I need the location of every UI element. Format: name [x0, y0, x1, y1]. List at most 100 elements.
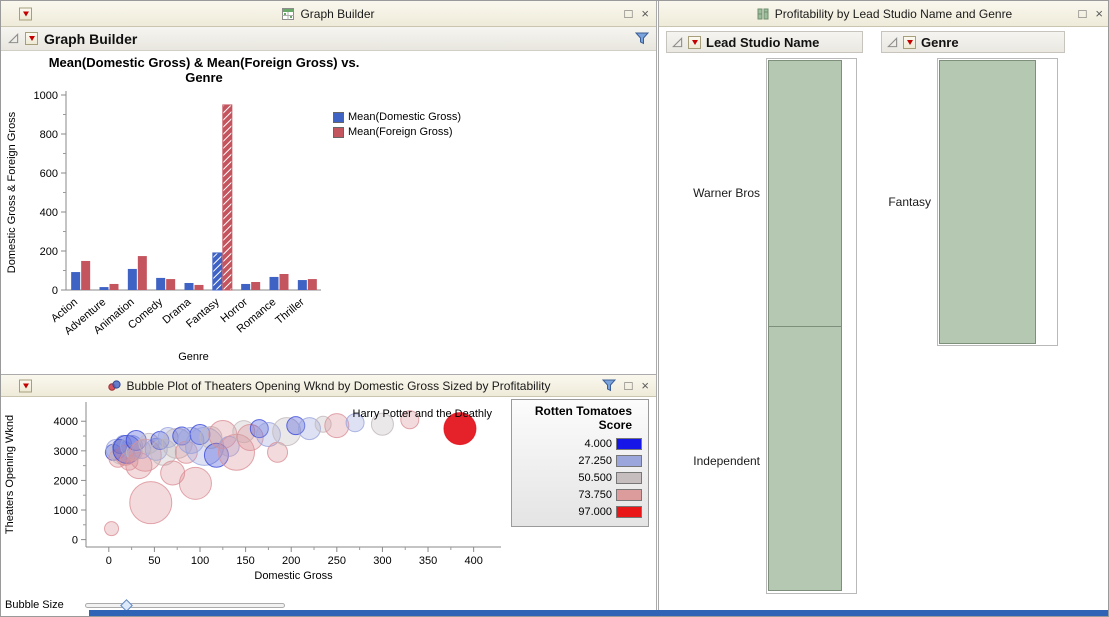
- bubble[interactable]: [178, 466, 212, 500]
- bar-fantasy[interactable]: [212, 252, 223, 291]
- mosaic-segment[interactable]: [768, 60, 842, 328]
- header-lead-studio-name[interactable]: Lead Studio Name: [666, 31, 863, 53]
- window-controls: □ ×: [1079, 1, 1103, 26]
- graph-builder-titlebar[interactable]: Graph Builder □ ×: [1, 1, 656, 27]
- data-filter-funnel-icon[interactable]: [601, 379, 616, 392]
- red-triangle-menu-icon[interactable]: [688, 35, 701, 49]
- bar-drama[interactable]: [184, 282, 194, 290]
- bar-horror[interactable]: [241, 283, 251, 290]
- y-tick-label: 800: [40, 129, 58, 141]
- bubble[interactable]: [255, 422, 281, 448]
- bar-action[interactable]: [81, 260, 91, 290]
- bubble[interactable]: [400, 410, 420, 430]
- x-tick-label: 50: [148, 555, 160, 567]
- close-icon[interactable]: ×: [1095, 6, 1103, 21]
- bar-horror[interactable]: [251, 282, 261, 290]
- legend-value: 27.250: [578, 454, 612, 467]
- bubble[interactable]: [314, 415, 332, 433]
- legend-swatch: [616, 471, 642, 484]
- bar-thriller[interactable]: [307, 279, 317, 290]
- close-icon[interactable]: ×: [641, 378, 649, 393]
- bar-animation[interactable]: [137, 256, 147, 290]
- bar-romance[interactable]: [279, 274, 289, 290]
- header-genre[interactable]: Genre: [881, 31, 1065, 53]
- red-triangle-menu-icon[interactable]: [25, 32, 38, 45]
- legend-rows: 4.000 27.250 50.500 73.750 97.000: [516, 435, 642, 520]
- red-triangle-menu-icon[interactable]: [19, 379, 32, 392]
- bubble[interactable]: [286, 416, 306, 436]
- bar-adventure[interactable]: [109, 283, 119, 290]
- mosaic-chart-icon: [757, 8, 769, 19]
- bar-comedy[interactable]: [156, 277, 166, 290]
- bar-romance[interactable]: [269, 276, 279, 290]
- bubble[interactable]: [370, 412, 394, 436]
- legend-entry[interactable]: 73.750: [516, 486, 642, 503]
- window-controls: □ ×: [601, 375, 649, 396]
- bubble[interactable]: [345, 413, 365, 433]
- bubble[interactable]: [129, 481, 173, 525]
- maximize-icon[interactable]: □: [624, 6, 633, 21]
- bubble[interactable]: [217, 433, 255, 471]
- x-category-label: Thriller: [273, 296, 307, 327]
- y-tick-label: 4000: [54, 416, 78, 428]
- bubble[interactable]: [160, 460, 186, 486]
- bubble[interactable]: [203, 442, 229, 468]
- mosaic-segment[interactable]: [939, 60, 1037, 344]
- bar-fantasy[interactable]: [222, 104, 233, 291]
- legend-swatch: [333, 111, 344, 123]
- titlebar-title-wrap: Profitability by Lead Studio Name and Ge…: [659, 1, 1108, 26]
- bar-adventure[interactable]: [99, 287, 109, 290]
- maximize-icon[interactable]: □: [624, 378, 633, 393]
- legend-swatch: [616, 437, 642, 450]
- bubble[interactable]: [324, 413, 350, 439]
- collapse-triangle-icon[interactable]: [887, 36, 898, 48]
- legend-swatch: [616, 505, 642, 518]
- legend-entry[interactable]: 97.000: [516, 503, 642, 520]
- bar-comedy[interactable]: [166, 279, 176, 290]
- bar-chart-legend: Mean(Domestic Gross) Mean(Foreign Gross): [333, 111, 461, 138]
- x-tick-label: 150: [236, 555, 254, 567]
- legend-entry[interactable]: Mean(Domestic Gross): [333, 111, 461, 123]
- window-controls: □ ×: [625, 1, 649, 26]
- x-tick-label: 400: [464, 555, 482, 567]
- red-triangle-menu-icon[interactable]: [903, 35, 916, 49]
- bubble[interactable]: [177, 426, 205, 454]
- close-icon[interactable]: ×: [641, 6, 649, 21]
- red-triangle-menu-icon[interactable]: [19, 7, 32, 20]
- collapse-triangle-icon[interactable]: [672, 36, 683, 48]
- bubble[interactable]: [125, 429, 147, 451]
- bubble[interactable]: [125, 452, 153, 480]
- legend-entry[interactable]: 4.000: [516, 435, 642, 452]
- column-header-label: Genre: [921, 34, 959, 50]
- bubble[interactable]: [104, 521, 120, 537]
- bubble-chart[interactable]: 0 1000 2000 3000 4000 0 50 100 150 200 250 300 350 40…: [1, 397, 657, 582]
- mosaic-canvas: Warner Bros Independent Fantasy: [659, 1, 1108, 616]
- graph-builder-window: Graph Builder □ × Graph Builder Mean(Dom…: [1, 1, 657, 375]
- collapse-triangle-icon[interactable]: [8, 33, 19, 44]
- genre-bar-chart[interactable]: 02004006008001000ActionAdventureAnimatio…: [1, 87, 656, 375]
- bubble[interactable]: [249, 419, 269, 439]
- x-axis-title: Genre: [178, 351, 209, 363]
- y-tick-label: 3000: [54, 446, 78, 458]
- bar-action[interactable]: [71, 272, 81, 290]
- legend-entry[interactable]: 27.250: [516, 452, 642, 469]
- legend-entry[interactable]: Mean(Foreign Gross): [333, 126, 461, 138]
- graph-builder-panel-header: Graph Builder: [1, 27, 656, 51]
- bubble-size-label: Bubble Size: [5, 599, 64, 611]
- mosaic-header-row: Lead Studio Name Genre: [659, 31, 1108, 53]
- bubble-size-slider[interactable]: [85, 598, 285, 612]
- bar-thriller[interactable]: [297, 280, 307, 290]
- bar-drama[interactable]: [194, 284, 204, 290]
- bubble[interactable]: [443, 412, 477, 446]
- data-filter-funnel-icon[interactable]: [635, 32, 649, 45]
- bar-animation[interactable]: [127, 268, 137, 290]
- mosaic-segment[interactable]: [768, 326, 842, 591]
- panel-title: Graph Builder: [44, 30, 138, 47]
- bubble[interactable]: [272, 417, 302, 447]
- bubble-plot-titlebar[interactable]: Bubble Plot of Theaters Opening Wknd by …: [1, 375, 656, 397]
- bubble[interactable]: [232, 420, 256, 444]
- mosaic-titlebar[interactable]: Profitability by Lead Studio Name and Ge…: [659, 1, 1108, 27]
- maximize-icon[interactable]: □: [1078, 6, 1087, 21]
- y-tick-label: 200: [40, 246, 58, 258]
- legend-entry[interactable]: 50.500: [516, 469, 642, 486]
